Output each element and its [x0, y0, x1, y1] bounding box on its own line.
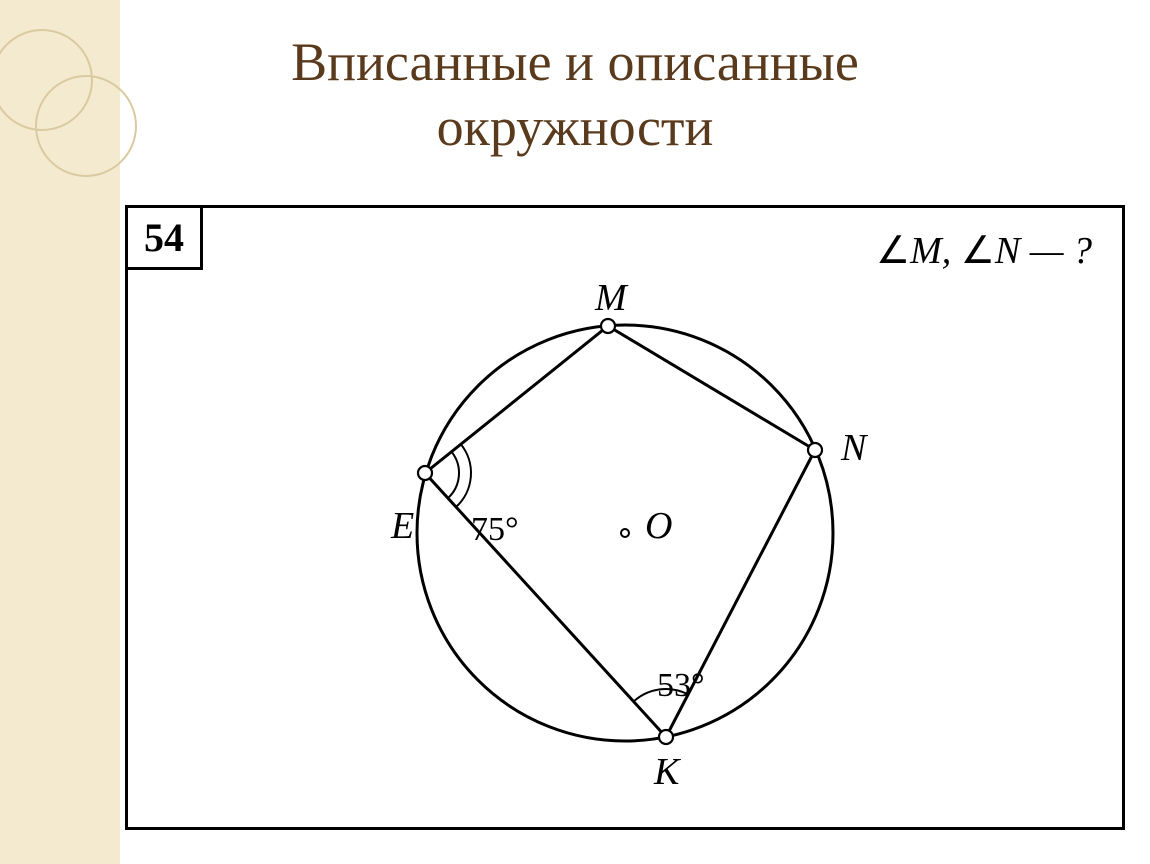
vertex-label-K: K [653, 751, 681, 793]
center-label: O [645, 505, 672, 547]
vertex-N [808, 443, 822, 457]
geometry-diagram: 75° 53° M N K E O [345, 238, 905, 798]
vertex-label-E: E [390, 505, 414, 547]
vertex-label-M: M [594, 277, 629, 319]
question-text: ∠M, ∠N — ? [876, 228, 1092, 273]
slide-title: Вписанные и описанные окружности [0, 30, 1150, 160]
center-point [621, 529, 629, 537]
angle-value-E: 75° [471, 511, 519, 548]
problem-number: 54 [125, 205, 203, 270]
vertex-K [659, 730, 673, 744]
vertex-M [601, 319, 615, 333]
title-line1: Вписанные и описанные [291, 32, 859, 92]
figure-frame: 54 ∠M, ∠N — ? 75° 53° M N K E O [125, 205, 1125, 830]
vertex-label-N: N [840, 427, 869, 469]
angle-value-K: 53° [657, 667, 705, 704]
vertex-E [418, 466, 432, 480]
angle-arc-E [448, 451, 459, 497]
title-line2: окружности [437, 97, 714, 157]
